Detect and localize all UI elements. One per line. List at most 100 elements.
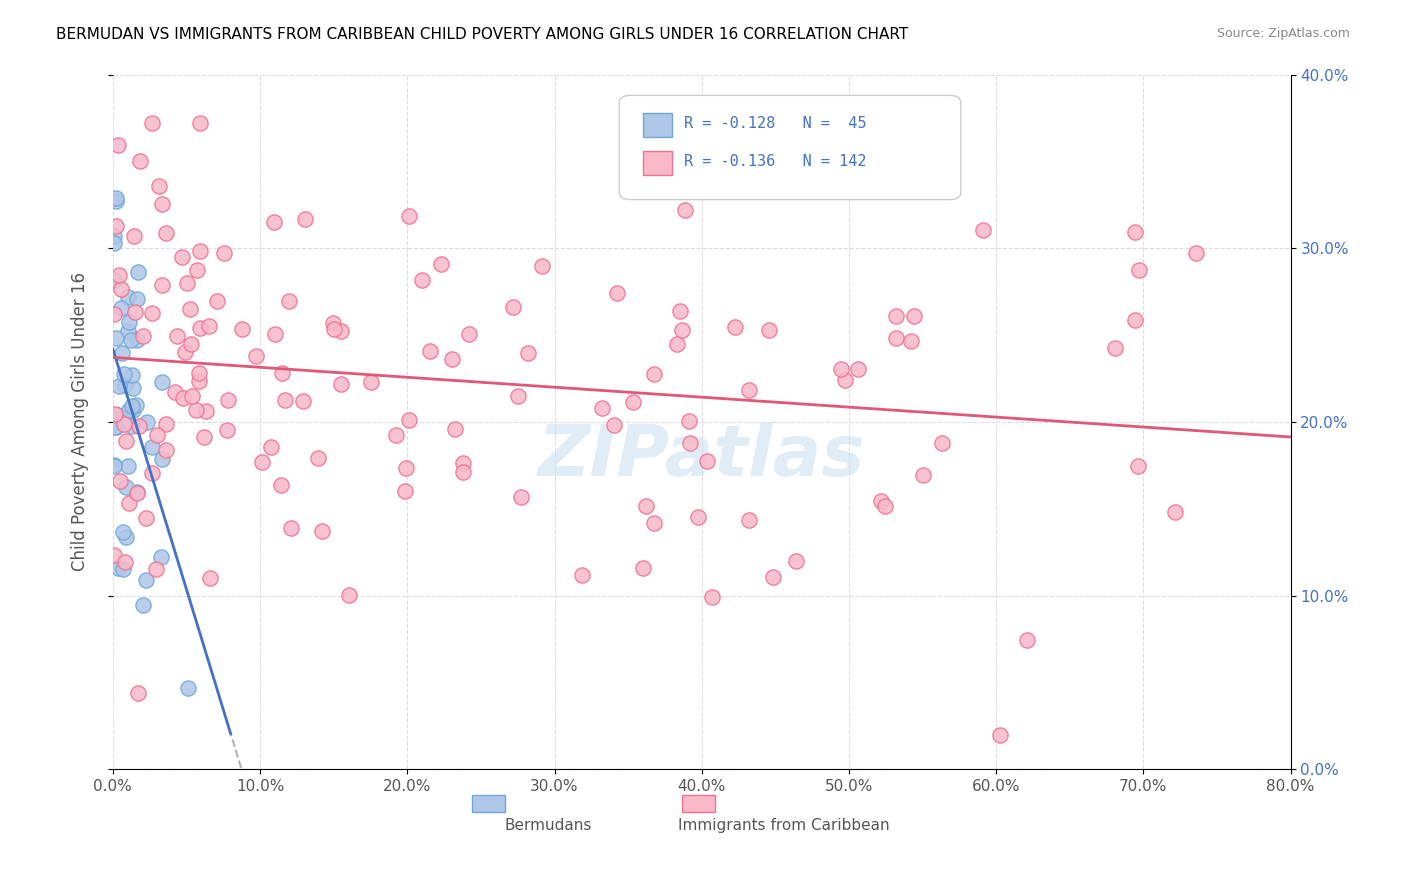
Point [121, 419, 143, 434]
Point [127, 333, 149, 347]
Point [141, 116, 163, 130]
Point [172, 250, 194, 264]
Point [115, 45, 138, 59]
Point [103, 307, 125, 321]
Point [112, 524, 135, 539]
Point [193, 430, 215, 444]
Point [114, 555, 136, 569]
Point [686, 509, 709, 524]
Point [761, 569, 783, 583]
Point [127, 685, 149, 699]
Point [115, 434, 138, 449]
Point [571, 568, 593, 582]
Point [785, 554, 807, 568]
Point [737, 512, 759, 526]
Point [634, 499, 657, 513]
Point [174, 345, 197, 359]
Point [198, 319, 221, 334]
Point [104, 191, 127, 205]
Point [103, 229, 125, 244]
Point [621, 394, 644, 409]
Point [177, 681, 200, 695]
Point [111, 346, 134, 360]
Point [510, 490, 533, 504]
Point [105, 219, 128, 233]
Point [115, 480, 138, 494]
Point [103, 235, 125, 250]
Point [669, 304, 692, 318]
Point [972, 222, 994, 236]
Point [128, 419, 150, 434]
Point [903, 310, 925, 324]
Point [931, 436, 953, 450]
Point [217, 423, 239, 437]
Point [1184, 245, 1206, 260]
Point [516, 345, 538, 359]
Point [270, 478, 292, 492]
Point [738, 383, 761, 397]
Point [103, 458, 125, 472]
Point [155, 442, 177, 457]
Point [163, 384, 186, 399]
Point [602, 418, 624, 433]
Bar [643, 151, 672, 175]
Point [150, 452, 173, 467]
Point [110, 301, 132, 315]
Point [110, 282, 132, 296]
Point [149, 549, 172, 564]
Point [870, 493, 893, 508]
Point [141, 306, 163, 320]
Point [207, 293, 229, 308]
Point [129, 154, 152, 169]
Point [125, 486, 148, 500]
Point [911, 468, 934, 483]
Point [112, 417, 135, 431]
Point [531, 259, 554, 273]
Text: Bermudans: Bermudans [505, 818, 592, 833]
Point [104, 194, 127, 209]
Point [591, 401, 613, 416]
Point [217, 392, 239, 407]
Point [884, 330, 907, 344]
Point [441, 351, 464, 366]
Point [280, 521, 302, 535]
Point [631, 561, 654, 575]
Point [263, 215, 285, 229]
Point [188, 367, 211, 381]
Point [135, 574, 157, 588]
Point [114, 378, 136, 392]
Point [385, 427, 408, 442]
Point [322, 322, 344, 336]
Point [112, 368, 135, 382]
Point [678, 436, 700, 450]
Point [643, 516, 665, 530]
Point [606, 286, 628, 301]
Point [502, 300, 524, 314]
Point [337, 588, 360, 602]
Text: Source: ZipAtlas.com: Source: ZipAtlas.com [1216, 27, 1350, 40]
Point [411, 272, 433, 286]
Point [360, 376, 382, 390]
Point [294, 212, 316, 227]
Point [179, 302, 201, 317]
Point [263, 326, 285, 341]
Point [125, 398, 148, 412]
Point [724, 319, 747, 334]
Point [107, 408, 129, 422]
Point [200, 571, 222, 585]
Point [830, 361, 852, 376]
Point [665, 337, 688, 351]
Point [108, 268, 131, 283]
Point [398, 413, 420, 427]
Point [702, 591, 724, 605]
Point [1123, 225, 1146, 239]
Point [900, 334, 922, 349]
Point [188, 320, 211, 334]
Point [398, 209, 420, 223]
Point [155, 417, 177, 431]
Point [103, 548, 125, 562]
Point [671, 323, 693, 337]
Point [117, 290, 139, 304]
Point [148, 178, 170, 193]
Point [430, 257, 453, 271]
